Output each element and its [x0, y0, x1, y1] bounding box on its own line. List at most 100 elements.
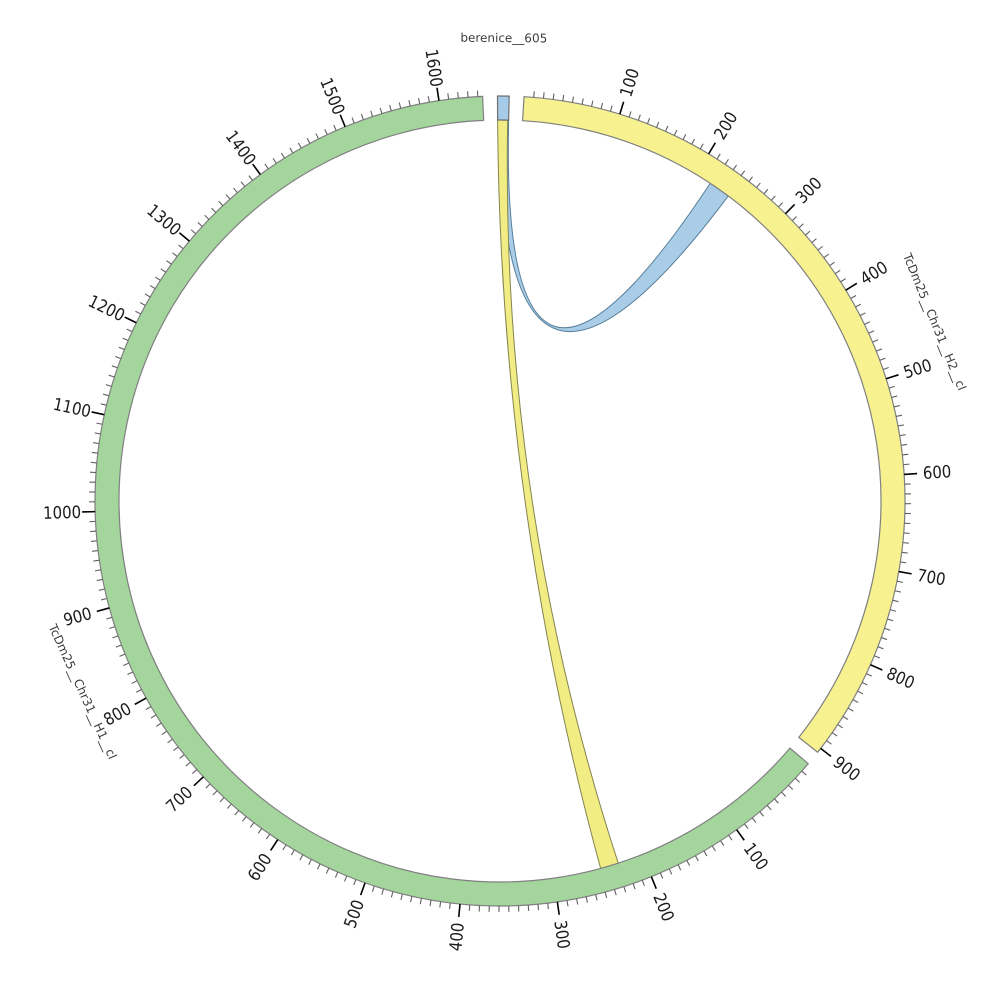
- minor-tick: [354, 879, 356, 885]
- minor-tick: [99, 589, 105, 590]
- minor-tick: [741, 171, 745, 176]
- minor-tick: [162, 731, 167, 734]
- minor-tick: [534, 91, 535, 97]
- minor-tick: [430, 900, 431, 906]
- minor-tick: [543, 92, 544, 98]
- major-tick: [97, 608, 110, 611]
- minor-tick: [123, 663, 129, 665]
- minor-tick: [674, 130, 677, 135]
- minor-tick: [774, 799, 778, 803]
- minor-tick: [563, 95, 564, 101]
- major-tick: [92, 412, 105, 415]
- major-tick: [361, 883, 365, 895]
- minor-tick: [862, 682, 867, 685]
- major-tick: [785, 204, 794, 213]
- minor-tick: [186, 762, 191, 766]
- minor-tick: [226, 195, 230, 199]
- minor-tick: [93, 443, 99, 444]
- minor-tick: [120, 654, 126, 656]
- minor-tick: [900, 562, 906, 563]
- minor-tick: [633, 884, 635, 890]
- major-tick: [253, 164, 261, 174]
- minor-tick: [824, 254, 829, 258]
- minor-tick: [756, 183, 760, 188]
- minor-tick: [592, 101, 593, 107]
- minor-tick: [788, 785, 792, 789]
- tick-label: 400: [857, 257, 892, 289]
- minor-tick: [683, 134, 686, 139]
- minor-tick: [161, 269, 166, 272]
- minor-tick: [168, 739, 173, 743]
- major-tick: [340, 115, 345, 127]
- minor-tick: [601, 103, 603, 109]
- minor-tick: [858, 691, 863, 694]
- major-tick: [194, 777, 204, 786]
- minor-tick: [132, 681, 137, 684]
- minor-tick: [281, 153, 284, 158]
- minor-tick: [818, 246, 823, 250]
- minor-tick: [764, 189, 768, 194]
- tick-label: 300: [792, 173, 826, 207]
- minor-tick: [548, 903, 549, 909]
- minor-tick: [409, 100, 410, 106]
- minor-tick: [212, 208, 216, 212]
- minor-tick: [258, 829, 262, 834]
- minor-tick: [876, 349, 882, 351]
- minor-tick: [553, 94, 554, 100]
- tick-label: 100: [739, 839, 772, 874]
- minor-tick: [721, 841, 724, 846]
- minor-tick: [853, 700, 858, 703]
- minor-tick: [782, 792, 786, 796]
- minor-tick: [220, 797, 224, 801]
- major-tick: [651, 877, 656, 889]
- minor-tick: [638, 115, 640, 121]
- minor-tick: [180, 755, 185, 759]
- minor-tick: [729, 835, 732, 840]
- minor-tick: [629, 111, 631, 117]
- minor-tick: [889, 386, 895, 388]
- minor-tick: [596, 895, 597, 901]
- minor-tick: [895, 591, 901, 592]
- minor-tick: [656, 122, 658, 128]
- tick-label: 400: [445, 922, 468, 952]
- minor-tick: [298, 143, 301, 148]
- minor-tick: [241, 182, 245, 187]
- major-tick: [459, 904, 460, 917]
- major-tick: [899, 572, 912, 574]
- minor-tick: [411, 896, 412, 902]
- minor-tick: [902, 552, 908, 553]
- minor-tick: [866, 674, 871, 677]
- minor-tick: [577, 899, 578, 905]
- minor-tick: [832, 733, 837, 736]
- minor-tick: [647, 118, 649, 124]
- minor-tick: [250, 823, 254, 828]
- minor-tick: [300, 855, 303, 860]
- minor-tick: [884, 628, 890, 630]
- major-tick: [846, 283, 857, 290]
- minor-tick: [391, 892, 393, 898]
- tick-label: 1400: [221, 127, 260, 170]
- minor-tick: [903, 464, 909, 465]
- minor-tick: [771, 196, 775, 200]
- major-tick: [557, 902, 559, 915]
- minor-tick: [827, 741, 832, 745]
- minor-tick: [610, 106, 612, 112]
- minor-tick: [898, 425, 904, 426]
- minor-tick: [380, 108, 382, 114]
- minor-tick: [883, 368, 889, 370]
- minor-tick: [712, 846, 715, 851]
- minor-tick: [717, 154, 720, 159]
- minor-tick: [458, 92, 459, 98]
- minor-tick: [96, 423, 102, 424]
- minor-tick: [660, 873, 662, 879]
- minor-tick: [624, 887, 626, 893]
- minor-tick: [317, 864, 320, 869]
- minor-tick: [316, 134, 319, 139]
- minor-tick: [382, 889, 384, 895]
- minor-tick: [206, 784, 210, 788]
- minor-tick: [897, 581, 903, 582]
- minor-tick: [97, 579, 103, 580]
- minor-tick: [744, 824, 748, 829]
- minor-tick: [695, 856, 698, 861]
- minor-tick: [399, 103, 400, 109]
